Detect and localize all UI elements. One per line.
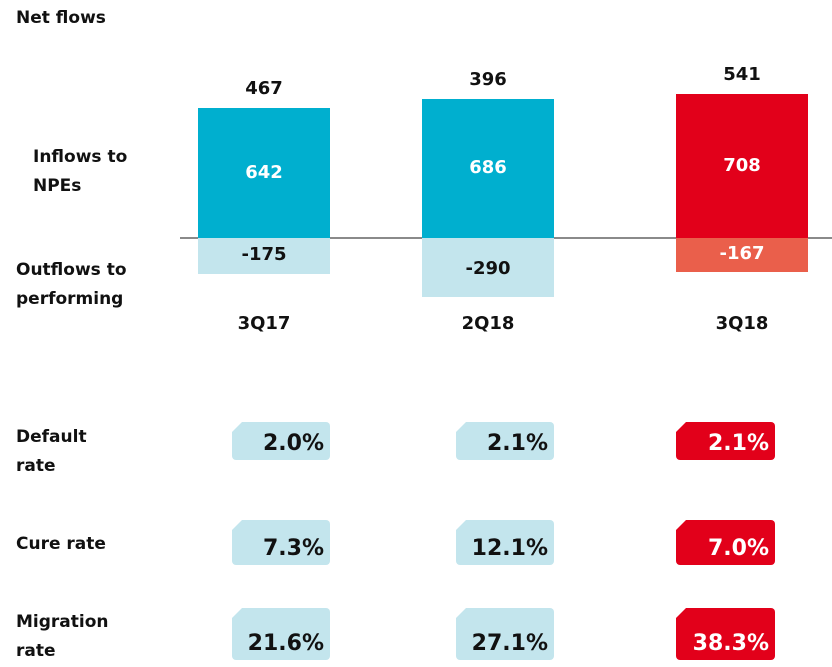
category-label: 2Q18: [461, 313, 515, 334]
bar: [198, 107, 330, 238]
bar: [422, 98, 554, 238]
value-label: 642: [245, 161, 283, 183]
rate-box: 2.1%: [456, 422, 554, 460]
category-label: 3Q17: [237, 313, 291, 334]
net-flows-label: Net flows: [16, 8, 106, 28]
net-label: 541: [723, 64, 761, 86]
net-label: 396: [469, 68, 507, 90]
value-label: -290: [465, 258, 511, 279]
rate-box: 12.1%: [456, 520, 554, 565]
rate-box: 7.0%: [676, 520, 775, 565]
rate-label: Cure rate: [16, 534, 106, 554]
bar: [422, 238, 554, 297]
value-label: -175: [241, 243, 287, 265]
rate-box: 7.3%: [232, 520, 330, 565]
rate-label: Migration rate: [16, 612, 109, 661]
rate-box: 27.1%: [456, 608, 554, 660]
rate-box: 2.1%: [676, 422, 775, 460]
rate-label: Default rate: [16, 427, 87, 476]
rate-box: 38.3%: [676, 608, 775, 660]
bar: [676, 94, 808, 238]
bar: [676, 238, 808, 272]
category-label: 3Q18: [715, 313, 769, 334]
bar: [198, 238, 330, 274]
net-label: 467: [245, 77, 283, 99]
value-label: 708: [723, 155, 761, 177]
series-label: Inflows to NPEs: [33, 147, 128, 196]
series-label: Outflows to performing: [16, 260, 127, 309]
rate-box: 21.6%: [232, 608, 330, 660]
value-label: 686: [469, 157, 507, 179]
rate-box: 2.0%: [232, 422, 330, 460]
value-label: -167: [719, 242, 765, 264]
